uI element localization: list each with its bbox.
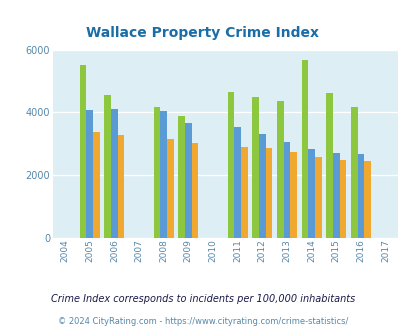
Bar <box>104 95 111 238</box>
Bar <box>153 108 160 238</box>
Bar <box>241 147 247 238</box>
Bar <box>79 65 86 238</box>
Bar <box>258 134 265 238</box>
Bar <box>111 109 117 238</box>
Bar <box>363 161 370 238</box>
Bar <box>117 135 124 238</box>
Bar <box>265 148 272 238</box>
Bar <box>160 111 166 238</box>
Bar <box>227 92 234 238</box>
Bar <box>301 60 307 238</box>
Bar <box>86 110 93 238</box>
Bar <box>166 139 173 238</box>
Bar <box>326 93 332 238</box>
Bar <box>191 143 198 238</box>
Text: Crime Index corresponds to incidents per 100,000 inhabitants: Crime Index corresponds to incidents per… <box>51 294 354 304</box>
Bar <box>290 152 296 238</box>
Bar <box>357 153 363 238</box>
Bar <box>178 116 185 238</box>
Bar <box>283 142 290 238</box>
Bar <box>314 157 321 238</box>
Text: © 2024 CityRating.com - https://www.cityrating.com/crime-statistics/: © 2024 CityRating.com - https://www.city… <box>58 317 347 326</box>
Bar <box>252 97 258 238</box>
Text: Wallace Property Crime Index: Wallace Property Crime Index <box>86 26 319 40</box>
Bar <box>276 101 283 238</box>
Bar <box>234 127 241 238</box>
Bar <box>350 108 357 238</box>
Bar <box>332 153 339 238</box>
Bar <box>93 132 100 238</box>
Bar <box>339 159 345 238</box>
Bar <box>307 148 314 238</box>
Bar <box>185 123 191 238</box>
